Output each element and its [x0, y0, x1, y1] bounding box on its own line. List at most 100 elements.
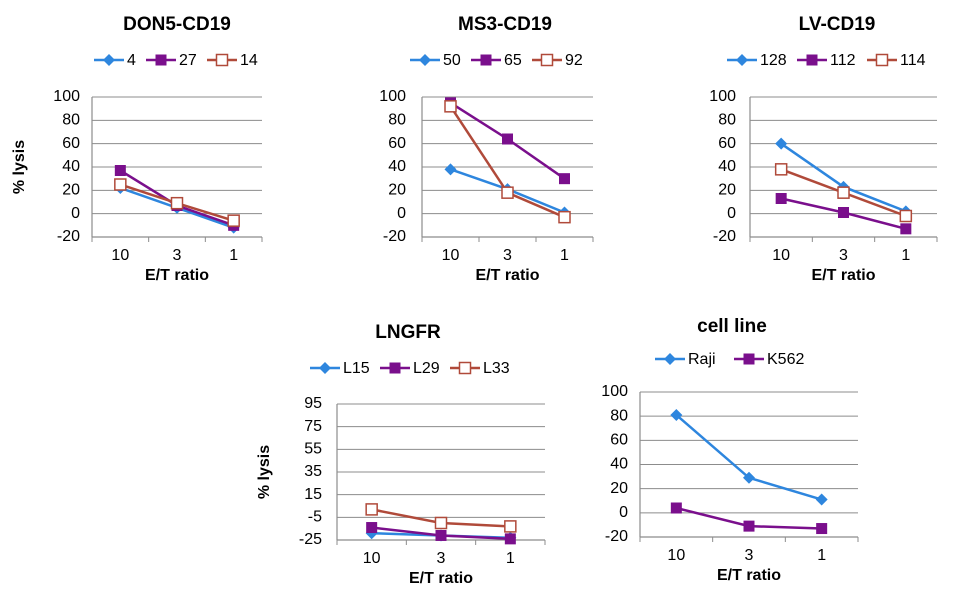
x-tick-label: 10 [111, 247, 129, 264]
series-114 [774, 163, 913, 223]
data-point [670, 502, 682, 514]
y-tick-label: 15 [304, 486, 322, 503]
data-point [837, 186, 850, 199]
x-tick-label: 1 [229, 247, 238, 264]
y-tick-label: 60 [62, 135, 80, 152]
y-tick-label: 80 [718, 112, 736, 129]
legend-label: L33 [483, 360, 510, 377]
legend-entry: 4 [94, 52, 136, 69]
legend-marker [215, 53, 229, 67]
x-tick-label: 3 [839, 247, 848, 264]
series-K562 [670, 502, 828, 535]
legend-label: 65 [504, 52, 522, 69]
legend-marker [743, 353, 755, 365]
x-tick-label: 3 [437, 550, 446, 567]
legend-marker [540, 53, 554, 67]
legend-entry: Raji [655, 351, 716, 368]
y-tick-label: 0 [397, 205, 406, 222]
data-point [743, 520, 755, 532]
data-point [774, 163, 788, 176]
y-tick-label: 95 [304, 395, 322, 412]
data-point [816, 523, 828, 535]
y-tick-label: -20 [383, 228, 406, 245]
series-line [449, 105, 565, 219]
legend-marker [155, 54, 167, 66]
data-point [435, 529, 447, 541]
legend-marker [480, 54, 492, 66]
series-L33 [365, 503, 517, 533]
data-point [444, 163, 457, 176]
legend-entry: 112 [797, 52, 856, 69]
data-point [838, 207, 849, 218]
data-point [558, 210, 571, 224]
y-tick-label: 40 [388, 158, 406, 175]
chart-title: DON5-CD19 [123, 14, 231, 35]
x-tick-label: 1 [817, 547, 826, 564]
legend-entry: 50 [410, 52, 461, 69]
data-point [502, 133, 513, 145]
legend-entry: K562 [734, 351, 804, 368]
y-tick-label: 20 [62, 182, 80, 199]
legend-label: 92 [565, 52, 583, 69]
y-tick-label: 40 [718, 158, 736, 175]
legend-label: 27 [179, 52, 197, 69]
chart-title: MS3-CD19 [458, 14, 552, 35]
data-point [504, 533, 516, 545]
y-tick-label: 55 [304, 441, 322, 458]
y-tick-label: 75 [304, 418, 322, 435]
x-tick-label: 1 [560, 247, 569, 264]
chart-title: LV-CD19 [799, 14, 876, 35]
y-tick-label: 100 [709, 88, 736, 105]
data-point [114, 178, 127, 191]
y-tick-label: 100 [53, 88, 80, 105]
data-point [670, 408, 683, 421]
legend-label: 50 [443, 52, 461, 69]
y-tick-label: 0 [71, 205, 80, 222]
y-tick-label: -20 [57, 228, 80, 245]
y-tick-label: 20 [610, 480, 628, 497]
y-tick-label: 80 [610, 407, 628, 424]
legend-entry: 128 [727, 52, 787, 69]
y-tick-label: 60 [610, 432, 628, 449]
y-tick-label: 40 [62, 158, 80, 175]
series-112 [775, 193, 912, 235]
chart-title: cell line [697, 316, 767, 337]
legend-entry: 65 [471, 52, 522, 69]
y-tick-label: 80 [388, 112, 406, 129]
y-tick-label: 100 [379, 88, 406, 105]
data-point [434, 516, 448, 530]
x-axis-label: E/T ratio [145, 267, 209, 284]
legend-label: K562 [767, 351, 804, 368]
series-line [675, 414, 823, 501]
data-point [900, 223, 912, 235]
y-tick-label: 80 [62, 112, 80, 129]
series-L29 [366, 522, 516, 545]
y-tick-label: 60 [718, 135, 736, 152]
legend-label: Raji [688, 351, 716, 368]
y-tick-label: 20 [718, 182, 736, 199]
x-tick-label: 1 [506, 550, 515, 567]
legend-marker [389, 362, 401, 374]
legend-label: 112 [830, 52, 856, 69]
x-tick-label: 10 [442, 247, 460, 264]
data-point [815, 493, 828, 506]
data-point [504, 520, 517, 533]
series-14 [114, 178, 240, 227]
y-tick-label: -25 [299, 531, 322, 548]
x-axis-label: E/T ratio [717, 567, 781, 584]
x-tick-label: 10 [363, 550, 381, 567]
legend-label: L15 [343, 360, 370, 377]
data-point [366, 522, 378, 534]
data-point [899, 209, 913, 223]
data-point [775, 193, 787, 204]
y-tick-label: -5 [308, 509, 322, 526]
legend-entry: 114 [867, 52, 926, 69]
y-tick-label: 100 [601, 383, 628, 400]
series-92 [444, 100, 571, 224]
legend-entry: 27 [146, 52, 197, 69]
y-axis-label: % lysis [11, 140, 28, 194]
data-point [227, 214, 240, 227]
legend-marker [458, 361, 472, 375]
x-tick-label: 3 [745, 547, 754, 564]
legend-entry: 92 [532, 52, 583, 69]
